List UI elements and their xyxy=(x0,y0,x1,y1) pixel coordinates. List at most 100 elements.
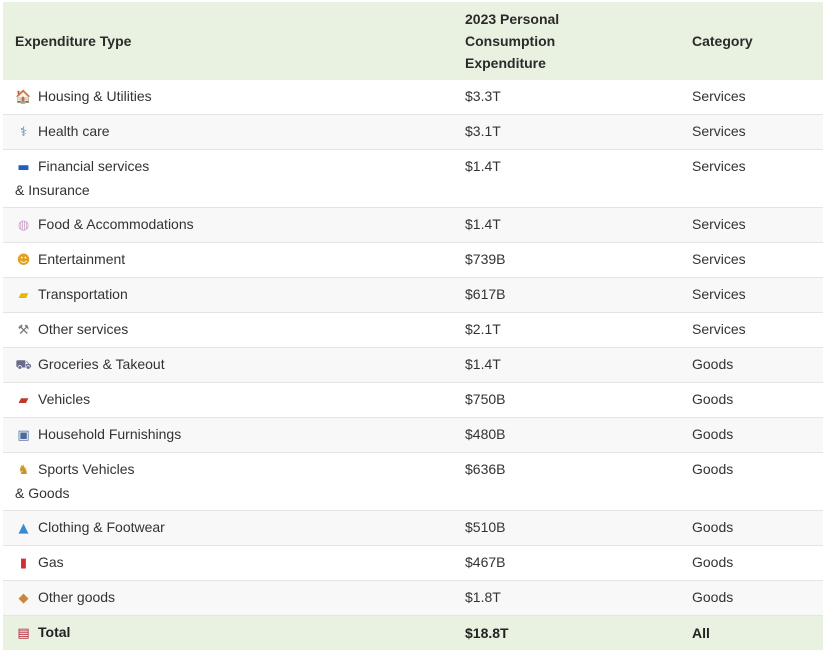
table-header: Expenditure Type 2023 Personal Consumpti… xyxy=(3,2,823,80)
expenditure-type-cell: ▣ Household Furnishings xyxy=(3,418,453,453)
category-cell: Services xyxy=(680,150,823,208)
expenditure-table-container: Expenditure Type 2023 Personal Consumpti… xyxy=(3,2,823,650)
fuel-pump-icon: ▮ xyxy=(15,552,32,575)
expenditure-type-label: Household Furnishings xyxy=(38,426,181,442)
plate-icon: ◍ xyxy=(15,214,32,237)
category-cell: Services xyxy=(680,208,823,243)
expenditure-value-cell: $3.1T xyxy=(453,115,680,150)
expenditure-type-label: Clothing & Footwear xyxy=(38,519,165,535)
total-row: ▤ Total $18.8T All xyxy=(3,616,823,650)
expenditure-type-cell: ▲ Clothing & Footwear xyxy=(3,511,453,546)
expenditure-type-cell: ⛟ Groceries & Takeout xyxy=(3,348,453,383)
expenditure-type-cell: ◍ Food & Accommodations xyxy=(3,208,453,243)
category-cell: Services xyxy=(680,115,823,150)
expenditure-type-cell: 🏠 Housing & Utilities xyxy=(3,80,453,115)
expenditure-value-cell: $510B xyxy=(453,511,680,546)
total-category-cell: All xyxy=(680,616,823,650)
table-footer: ▤ Total $18.8T All xyxy=(3,616,823,650)
expenditure-type-label: Vehicles xyxy=(38,391,90,407)
us-flag-icon: ▤ xyxy=(15,622,32,645)
credit-card-icon: ▬ xyxy=(15,156,32,179)
expenditure-type-label: Gas xyxy=(38,554,64,570)
expenditure-value-cell: $1.4T xyxy=(453,348,680,383)
taxi-icon: ▰ xyxy=(15,284,32,307)
category-cell: Goods xyxy=(680,581,823,616)
stethoscope-icon: ⚕ xyxy=(15,121,32,144)
expenditure-value-cell: $1.4T xyxy=(453,150,680,208)
house-icon: 🏠 xyxy=(15,86,32,109)
expenditure-type-label: Other services xyxy=(38,321,128,337)
expenditure-type-label: Groceries & Takeout xyxy=(38,356,165,372)
expenditure-value-cell: $1.8T xyxy=(453,581,680,616)
expenditure-value-cell: $750B xyxy=(453,383,680,418)
category-cell: Goods xyxy=(680,546,823,581)
expenditure-value-cell: $467B xyxy=(453,546,680,581)
expenditure-type-cell: ☻ Entertainment xyxy=(3,243,453,278)
expenditure-type-cell: ▰ Vehicles xyxy=(3,383,453,418)
expenditure-type-label: Food & Accommodations xyxy=(38,216,194,232)
header-consumption-expenditure-label: 2023 Personal Consumption Expenditure xyxy=(465,8,575,74)
expenditure-type-cell: ◆ Other goods xyxy=(3,581,453,616)
package-icon: ◆ xyxy=(15,587,32,610)
category-cell: Services xyxy=(680,80,823,115)
total-type-cell: ▤ Total xyxy=(3,616,453,650)
category-cell: Goods xyxy=(680,383,823,418)
expenditure-type-label: Transportation xyxy=(38,286,128,302)
category-cell: Goods xyxy=(680,511,823,546)
expenditure-type-cell: ▰ Transportation xyxy=(3,278,453,313)
category-cell: Services xyxy=(680,243,823,278)
category-cell: Goods xyxy=(680,348,823,383)
header-row: Expenditure Type 2023 Personal Consumpti… xyxy=(3,2,823,80)
shopping-cart-icon: ⛟ xyxy=(15,354,32,377)
expenditure-value-cell: $739B xyxy=(453,243,680,278)
expenditure-type-cell: ♞Sports Vehicles& Goods xyxy=(3,453,453,511)
expenditure-type-label: Other goods xyxy=(38,589,115,605)
expenditure-value-cell: $2.1T xyxy=(453,313,680,348)
expenditure-type-cell: ▮ Gas xyxy=(3,546,453,581)
expenditure-type-cell: ⚒ Other services xyxy=(3,313,453,348)
category-cell: Goods xyxy=(680,418,823,453)
expenditure-type-label: Financial services& Insurance xyxy=(15,158,149,198)
expenditure-type-label: Sports Vehicles& Goods xyxy=(15,461,135,501)
expenditure-type-cell: ▬Financial services& Insurance xyxy=(3,150,453,208)
car-icon: ▰ xyxy=(15,389,32,412)
header-expenditure-type: Expenditure Type xyxy=(3,2,453,80)
category-cell: Services xyxy=(680,313,823,348)
expenditure-type-label: Housing & Utilities xyxy=(38,88,152,104)
bicycle-icon: ♞ xyxy=(15,459,32,482)
tools-icon: ⚒ xyxy=(15,319,32,342)
category-cell: Services xyxy=(680,278,823,313)
expenditure-value-cell: $1.4T xyxy=(453,208,680,243)
expenditure-type-label: Entertainment xyxy=(38,251,125,267)
theater-masks-icon: ☻ xyxy=(15,249,32,272)
header-consumption-expenditure: 2023 Personal Consumption Expenditure xyxy=(453,2,680,80)
expenditure-type-cell: ⚕ Health care xyxy=(3,115,453,150)
header-category: Category xyxy=(680,2,823,80)
total-value-cell: $18.8T xyxy=(453,616,680,650)
category-cell: Goods xyxy=(680,453,823,511)
tv-icon: ▣ xyxy=(15,424,32,447)
expenditure-type-label: Health care xyxy=(38,123,110,139)
expenditure-value-cell: $3.3T xyxy=(453,80,680,115)
expenditure-table: Expenditure Type 2023 Personal Consumpti… xyxy=(3,2,823,650)
total-label: Total xyxy=(38,624,70,640)
dress-icon: ▲ xyxy=(15,517,32,540)
expenditure-value-cell: $636B xyxy=(453,453,680,511)
expenditure-value-cell: $617B xyxy=(453,278,680,313)
expenditure-value-cell: $480B xyxy=(453,418,680,453)
